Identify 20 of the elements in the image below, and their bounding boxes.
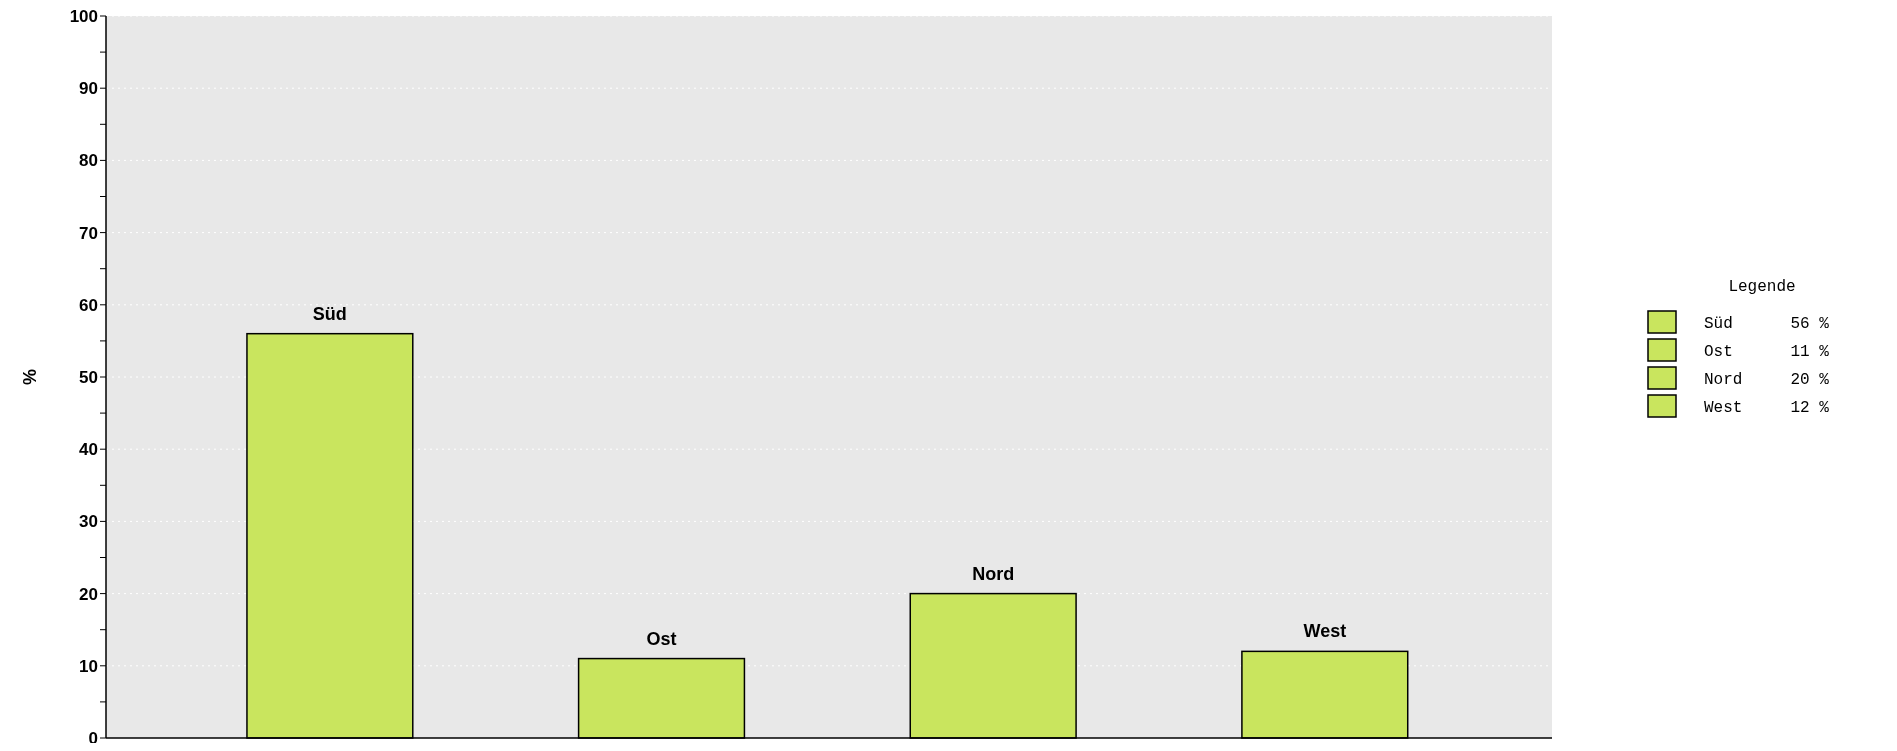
y-tick-label: 80 — [79, 151, 98, 171]
y-tick-label: 30 — [79, 512, 98, 532]
y-tick-label: 50 — [79, 367, 98, 387]
y-tick-label: 10 — [79, 656, 98, 676]
x-tick-label: Ost — [646, 628, 677, 649]
y-tick-label: 60 — [79, 295, 98, 315]
legend-label: Ost 11 % — [1704, 342, 1830, 361]
y-tick-label: 90 — [79, 79, 98, 99]
legend-label: Süd 56 % — [1704, 314, 1830, 333]
x-tick-label: Nord — [972, 563, 1015, 584]
y-tick-label: 100 — [69, 6, 98, 26]
legend-label: Nord 20 % — [1704, 370, 1830, 389]
legend-label: West 12 % — [1704, 398, 1830, 417]
x-tick-label: West — [1303, 621, 1347, 642]
y-tick-label: 20 — [79, 584, 98, 604]
y-axis-title: % — [20, 368, 40, 386]
legend-title: Legende — [1728, 278, 1796, 296]
y-tick-label: 40 — [79, 440, 98, 460]
y-tick-label: 70 — [79, 223, 98, 243]
x-tick-label: Süd — [312, 303, 347, 324]
